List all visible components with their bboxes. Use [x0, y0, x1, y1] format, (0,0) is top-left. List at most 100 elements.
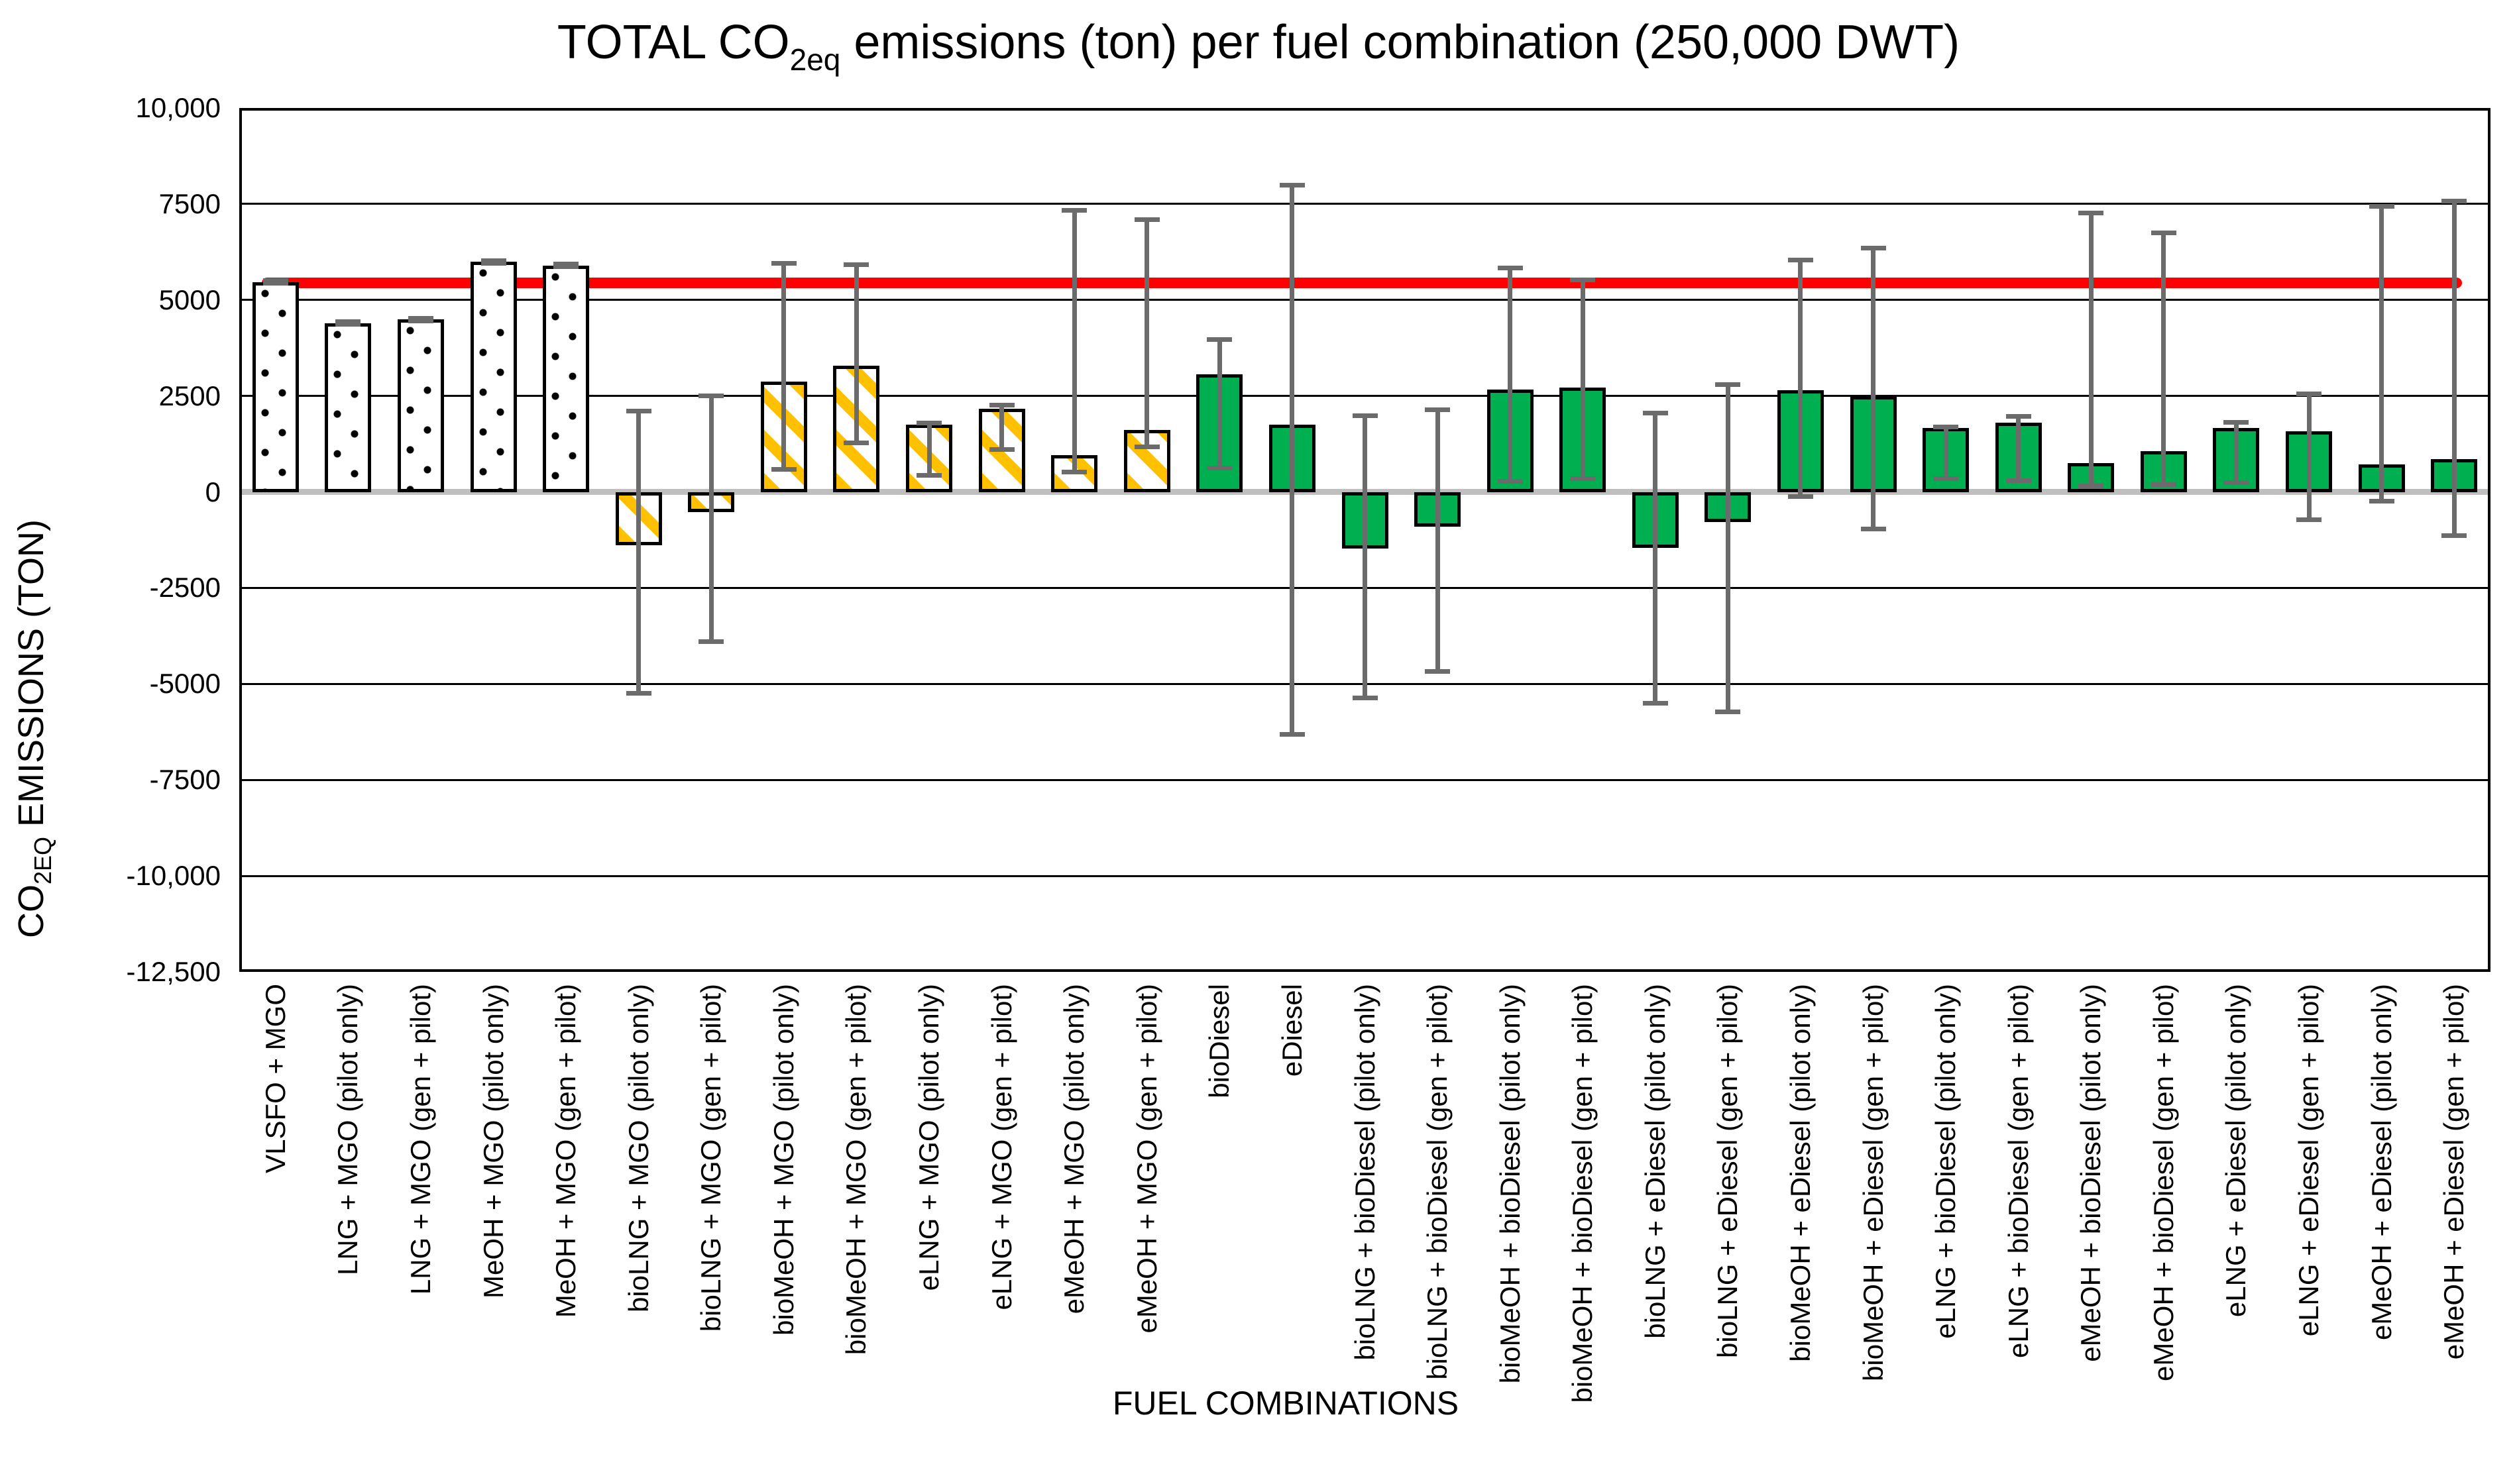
x-category-label: bioMeOH + eDiesel (gen + pilot)	[1857, 984, 1889, 1381]
error-bar-cap-bottom	[2151, 482, 2176, 488]
error-bar-cap-top	[553, 261, 579, 266]
x-category-label: bioLNG + eDiesel (pilot only)	[1639, 984, 1671, 1339]
error-bar-line	[926, 423, 932, 476]
error-bar-cap-bottom	[844, 441, 869, 446]
bar	[470, 262, 517, 492]
error-bar-cap-top	[989, 403, 1015, 408]
error-bar-cap-bottom	[1279, 731, 1305, 737]
error-bar-cap-top	[1134, 217, 1160, 222]
error-bar-cap-bottom	[2441, 533, 2467, 539]
y-tick-label: -5000	[149, 668, 221, 700]
error-bar-line	[781, 263, 787, 470]
error-bar-cap-top	[408, 315, 433, 321]
y-tick-label: 5000	[158, 284, 221, 315]
chart-title-pre: TOTAL CO	[557, 16, 790, 69]
x-category-label: bioDiesel	[1203, 984, 1235, 1098]
error-bar-cap-bottom	[1933, 476, 1959, 482]
error-bar-line	[1653, 413, 1658, 704]
x-category-label: eLNG + MGO (gen + pilot)	[985, 984, 1017, 1310]
error-bar-line	[854, 264, 859, 443]
error-bar-cap-bottom	[1787, 494, 1813, 499]
x-category-label: VLSFO + MGO	[259, 984, 291, 1173]
error-bar-cap-top	[699, 394, 724, 399]
error-bar-cap-top	[2296, 392, 2322, 397]
error-bar-cap-bottom	[1062, 469, 1088, 474]
error-bar-cap-top	[1207, 337, 1233, 342]
x-category-label: bioLNG + bioDiesel (gen + pilot)	[1422, 984, 1453, 1380]
error-bar-line	[2088, 213, 2094, 486]
y-tick-label: -7500	[149, 764, 221, 796]
error-bar-cap-top	[1062, 207, 1088, 213]
x-category-label: eMeOH + MGO (pilot only)	[1058, 984, 1090, 1314]
y-tick-label: -2500	[149, 572, 221, 604]
error-bar-line	[1725, 384, 1730, 712]
error-bar-cap-bottom	[2223, 480, 2249, 486]
error-bar-cap-top	[771, 260, 797, 266]
error-bar-cap-bottom	[1497, 478, 1523, 484]
y-tick-label: 2500	[158, 380, 221, 411]
error-bar-cap-top	[2005, 414, 2031, 419]
error-bar-cap-bottom	[771, 466, 797, 472]
x-category-label: eLNG + MGO (pilot only)	[913, 984, 945, 1291]
x-category-label: LNG + MGO (pilot only)	[332, 984, 364, 1275]
error-bar-cap-top	[2441, 199, 2467, 204]
bar	[252, 282, 299, 492]
y-tick-label: 10,000	[135, 92, 221, 123]
x-category-label: eLNG + eDiesel (gen + pilot)	[2293, 984, 2325, 1337]
error-bar-cap-top	[1642, 410, 1668, 415]
error-bar-cap-top	[1860, 246, 1886, 251]
x-category-label: bioMeOH + bioDiesel (pilot only)	[1494, 984, 1526, 1384]
error-bar-cap-top	[1497, 266, 1523, 271]
gridline	[239, 778, 2490, 781]
gridline	[239, 299, 2490, 301]
error-bar-cap-bottom	[1642, 700, 1668, 706]
x-category-label: bioMeOH + bioDiesel (gen + pilot)	[1567, 984, 1598, 1403]
error-bar-cap-bottom	[989, 447, 1015, 452]
error-bar-cap-top	[2151, 230, 2176, 235]
error-bar-cap-bottom	[1134, 445, 1160, 450]
error-bar-cap-bottom	[335, 321, 361, 327]
error-bar-line	[1072, 210, 1077, 472]
error-bar-line	[1943, 427, 1948, 479]
error-bar-line	[1580, 280, 1585, 479]
error-bar-line	[2016, 416, 2021, 481]
error-bar-cap-top	[262, 278, 288, 283]
bar	[325, 323, 372, 492]
error-bar-cap-bottom	[2005, 478, 2031, 483]
bar	[397, 319, 444, 492]
error-bar-line	[1145, 219, 1150, 447]
error-bar-cap-top	[2369, 204, 2394, 209]
x-category-label: LNG + MGO (gen + pilot)	[404, 984, 436, 1295]
x-category-label: eDiesel	[1276, 984, 1308, 1077]
x-category-label: bioMeOH + eDiesel (pilot only)	[1784, 984, 1816, 1362]
error-bar-cap-top	[335, 319, 361, 324]
error-bar-cap-top	[626, 409, 651, 414]
chart-title-post: emissions (ton) per fuel combination (25…	[840, 16, 1960, 69]
x-category-label: bioLNG + eDiesel (gen + pilot)	[1712, 984, 1744, 1358]
error-bar-line	[1508, 268, 1513, 482]
gridline	[239, 203, 2490, 205]
y-tick-label: -12,500	[126, 956, 221, 987]
error-bar-cap-top	[1933, 424, 1959, 429]
error-bar-cap-bottom	[2078, 483, 2104, 488]
x-axis-title: FUEL COMBINATIONS	[1112, 1385, 1459, 1422]
x-category-label: eMeOH + bioDiesel (pilot only)	[2075, 984, 2107, 1362]
gridline	[239, 395, 2490, 398]
error-bar-cap-top	[1715, 382, 1741, 387]
y-axis-title-pre: CO	[11, 884, 51, 939]
error-bar-cap-bottom	[480, 261, 506, 266]
x-category-label: bioMeOH + MGO (gen + pilot)	[840, 984, 872, 1355]
x-category-label: eLNG + bioDiesel (pilot only)	[1930, 984, 1962, 1339]
error-bar-cap-top	[917, 420, 942, 425]
x-category-label: eMeOH + eDiesel (pilot only)	[2365, 984, 2397, 1341]
error-bar-cap-top	[1279, 182, 1305, 187]
error-bar-cap-top	[1570, 278, 1596, 283]
error-bar-cap-bottom	[2296, 517, 2322, 522]
error-bar-cap-bottom	[1570, 476, 1596, 482]
x-category-label: bioLNG + bioDiesel (pilot only)	[1349, 984, 1380, 1361]
bar	[543, 265, 590, 492]
x-category-label: bioMeOH + MGO (pilot only)	[767, 984, 799, 1336]
error-bar-cap-bottom	[262, 281, 288, 286]
chart-title: TOTAL CO2eq emissions (ton) per fuel com…	[0, 12, 2517, 90]
